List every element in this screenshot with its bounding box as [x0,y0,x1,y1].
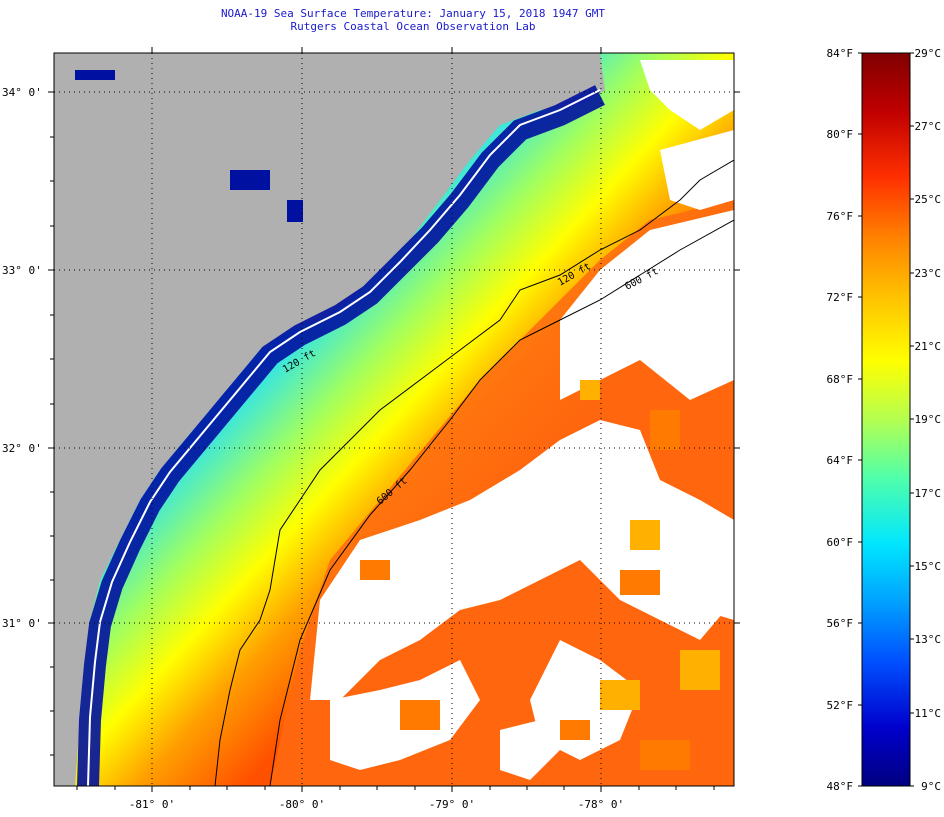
land [54,53,605,786]
lon-label: -79° 0' [429,798,475,811]
colorbar-c-label: 19°C [915,413,942,426]
colorbar-f-label: 80°F [827,128,854,141]
map-frame [53,52,735,787]
colorbar-c-label: 29°C [915,47,942,60]
colorbar-f-label: 48°F [827,780,854,793]
lon-label: -81° 0' [129,798,175,811]
colorbar-f-label: 72°F [827,291,854,304]
chart-subtitle: Rutgers Coastal Ocean Observation Lab [290,20,536,33]
colorbar-c-label: 11°C [915,707,942,720]
lat-label: 33° 0' [2,264,42,277]
lat-label: 31° 0' [2,617,42,630]
colorbar-f-label: 56°F [827,617,854,630]
colorbar-c-label: 13°C [915,633,942,646]
axis-ticks [48,47,740,792]
colorbar-f-label: 60°F [827,536,854,549]
lon-label: -78° 0' [578,798,624,811]
colorbar-c-label: 23°C [915,267,942,280]
colorbar-f-label: 64°F [827,454,854,467]
colorbar-f-label: 76°F [827,210,854,223]
chart-title: NOAA-19 Sea Surface Temperature: January… [220,7,606,20]
colorbar-f-label: 68°F [827,373,854,386]
grid-lines [54,53,734,786]
colorbar-ticks [858,52,914,787]
lon-label: -80° 0' [279,798,325,811]
inland-water [75,70,303,222]
colorbar-c-label: 15°C [915,560,942,573]
warm-patches [360,410,690,770]
colorbar-f-label: 84°F [827,47,854,60]
coastline [87,89,601,786]
colorbar-c-label: 27°C [915,120,942,133]
contour-600ft [269,219,734,786]
colorbar-f-label: 52°F [827,699,854,712]
colorbar-c-label: 17°C [915,487,942,500]
yellow-patches [580,380,720,710]
colorbar-c-label: 9°C [921,780,941,793]
colorbar [861,52,911,787]
colorbar-c-label: 25°C [915,193,942,206]
lat-label: 34° 0' [2,86,42,99]
colorbar-c-label: 21°C [915,340,942,353]
contour-120ft [214,159,734,786]
lat-label: 32° 0' [2,442,42,455]
